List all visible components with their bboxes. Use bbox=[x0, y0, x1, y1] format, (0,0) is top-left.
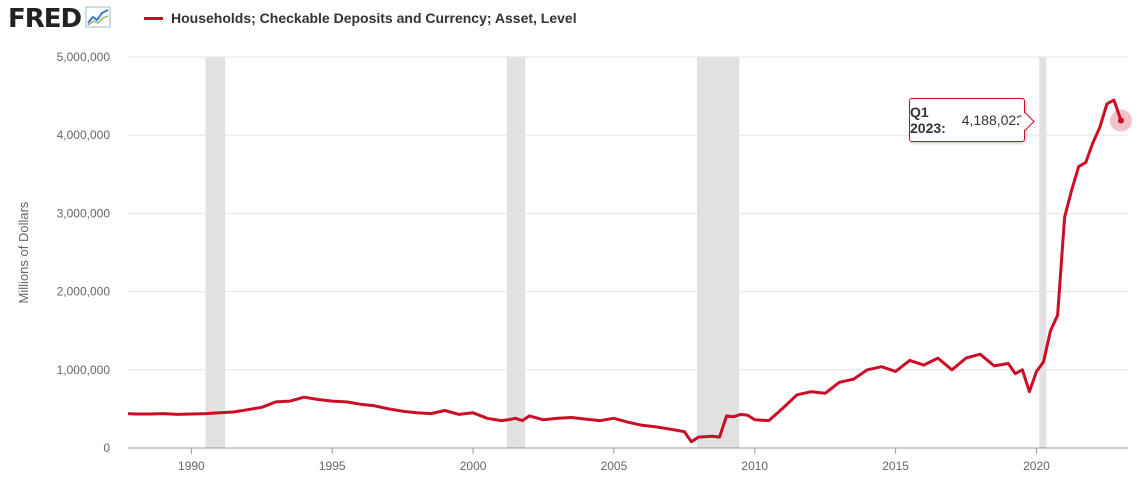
x-tick-label: 2010 bbox=[741, 459, 768, 473]
x-tick-label: 2000 bbox=[460, 459, 487, 473]
data-tooltip: Q1 2023: 4,188,022 bbox=[909, 98, 1035, 142]
chart-trend-icon bbox=[85, 6, 111, 33]
tooltip-value: 4,188,022 bbox=[961, 112, 1024, 128]
y-tick-label: 5,000,000 bbox=[57, 50, 111, 64]
recession-shading-group bbox=[205, 57, 1047, 448]
y-axis-title: Millions of Dollars bbox=[16, 201, 31, 303]
highlight-point[interactable] bbox=[1117, 117, 1124, 124]
x-axis-ticks: 1990 1995 2000 2005 2010 2015 2020 bbox=[178, 448, 1050, 473]
y-tick-label: 1,000,000 bbox=[57, 363, 111, 377]
series-group[interactable] bbox=[127, 98, 1132, 444]
x-tick-label: 1995 bbox=[319, 459, 346, 473]
y-tick-label: 4,000,000 bbox=[57, 128, 111, 142]
recession-band bbox=[506, 57, 526, 448]
logo-text: FRED bbox=[8, 4, 82, 34]
recession-band bbox=[1039, 57, 1047, 448]
recession-band bbox=[697, 57, 740, 448]
x-tick-label: 2015 bbox=[882, 459, 909, 473]
chart-legend[interactable]: Households; Checkable Deposits and Curre… bbox=[144, 10, 577, 26]
legend-line-marker bbox=[144, 16, 163, 20]
y-tick-label: 0 bbox=[103, 441, 110, 455]
x-tick-label: 2020 bbox=[1023, 459, 1050, 473]
chart-header: FRED Households; Checkable Deposits and … bbox=[0, 0, 1141, 40]
series-line[interactable] bbox=[127, 98, 1123, 444]
x-tick-label: 2005 bbox=[601, 459, 628, 473]
y-tick-label: 3,000,000 bbox=[57, 206, 111, 220]
fred-logo[interactable]: FRED bbox=[8, 4, 111, 34]
legend-label: Households; Checkable Deposits and Curre… bbox=[171, 10, 577, 26]
y-axis-ticks: 0 1,000,000 2,000,000 3,000,000 4,000,000 5,0… bbox=[57, 50, 111, 455]
recession-band bbox=[205, 57, 226, 448]
tooltip-period: Q1 2023: bbox=[910, 104, 946, 136]
y-tick-label: 2,000,000 bbox=[57, 285, 111, 299]
x-tick-label: 1990 bbox=[178, 459, 205, 473]
